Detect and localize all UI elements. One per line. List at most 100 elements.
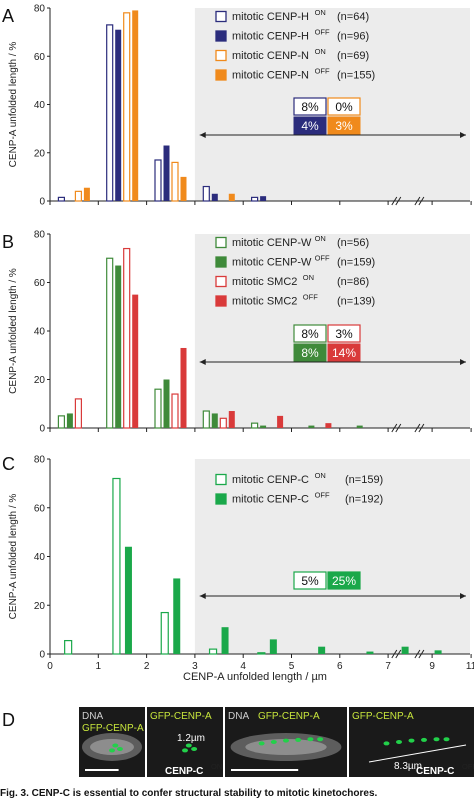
bar: [173, 578, 181, 654]
axis-break: [414, 196, 421, 206]
gfp-spot: [283, 738, 289, 743]
bar: [180, 176, 187, 201]
panel-letter: C: [2, 454, 15, 474]
panel-b: 0 20 40 60 80 CENP-A unfolded length / % B mito…: [2, 230, 472, 435]
x-tick-label: 9: [429, 661, 435, 672]
bar: [257, 652, 266, 655]
legend-count: (n=139): [337, 296, 375, 308]
legend-swatch: [215, 236, 227, 249]
gfp-spot: [109, 748, 115, 753]
bar: [221, 627, 229, 654]
x-axis-label: CENP-A unfolded length / µm: [183, 671, 327, 683]
arrow-head: [199, 132, 206, 138]
axis-break: [418, 649, 425, 659]
x-tick-label: 0: [47, 661, 53, 672]
legend-superscript: ON: [303, 273, 314, 282]
legend-label: mitotic SMC2: [232, 276, 297, 288]
bar: [154, 388, 162, 429]
condition-label: CENP-C: [165, 766, 203, 777]
bar: [115, 265, 122, 428]
legend-label: mitotic CENP-H: [232, 11, 309, 23]
gfp-spot: [307, 737, 314, 742]
legend-swatch: [215, 473, 227, 486]
legend-count: (n=56): [337, 237, 369, 249]
axis-break: [395, 649, 402, 659]
legend-superscript: ON: [315, 471, 326, 480]
bar: [106, 24, 114, 202]
gfp-spot: [182, 748, 188, 753]
panel-letter: D: [2, 710, 15, 730]
dna-signal: [90, 739, 134, 755]
gfp-spot: [443, 737, 450, 742]
image-label: DNA: [228, 711, 249, 722]
y-tick-label: 80: [34, 455, 46, 466]
legend-count: (n=69): [337, 50, 369, 62]
summary-percent: 8%: [301, 346, 319, 360]
gfp-spot: [383, 741, 390, 746]
panel-letter: B: [2, 232, 14, 252]
gfp-spot: [185, 743, 192, 748]
bar: [202, 410, 210, 429]
shaded-region: [194, 459, 470, 654]
bar: [66, 413, 73, 428]
x-tick-label: 5: [289, 661, 295, 672]
axis-break: [418, 423, 425, 433]
axis-break: [418, 196, 425, 206]
legend-swatch: [215, 295, 227, 307]
bar: [208, 648, 218, 655]
axis-break: [391, 423, 398, 433]
legend-superscript: OFF: [315, 67, 330, 76]
bar: [356, 425, 363, 428]
x-tick-label: 4: [240, 661, 246, 672]
summary-percent: 5%: [301, 574, 319, 588]
bar: [163, 145, 170, 201]
gfp-spot: [421, 737, 427, 742]
legend-superscript: OFF: [315, 491, 330, 500]
y-tick-label: 20: [34, 375, 46, 386]
summary-percent: 4%: [301, 119, 319, 133]
bar: [160, 611, 169, 655]
y-tick-label: 80: [34, 230, 46, 241]
axis-break: [395, 423, 402, 433]
bar: [171, 161, 179, 202]
bar: [124, 546, 132, 654]
axis-break: [414, 423, 421, 433]
bar: [57, 415, 66, 429]
legend-label: mitotic SMC2: [232, 296, 297, 308]
measurement-label: 8.3µm: [394, 761, 422, 772]
condition-superscript: ON: [211, 762, 222, 771]
legend-count: (n=192): [345, 494, 383, 506]
figure-caption: Fig. 3. CENP-C is essential to confer st…: [0, 788, 378, 799]
y-tick-label: 40: [34, 100, 46, 111]
y-tick-label: 60: [34, 503, 46, 514]
y-tick-label: 60: [34, 52, 46, 63]
legend-count: (n=155): [337, 70, 375, 82]
legend-superscript: OFF: [315, 28, 330, 37]
condition-superscript: OFF: [462, 762, 474, 771]
bar: [325, 423, 332, 428]
summary-box: [293, 571, 327, 590]
bar: [132, 10, 139, 201]
bar: [74, 398, 83, 429]
summary-box: [293, 116, 327, 135]
panel-letter: A: [2, 6, 14, 26]
summary-box: [327, 324, 361, 343]
summary-box: [327, 343, 361, 362]
gfp-spot: [116, 747, 123, 751]
legend-superscript: ON: [315, 234, 326, 243]
summary-box: [327, 116, 361, 135]
summary-box: [327, 571, 361, 590]
legend-label: mitotic CENP-N: [232, 50, 309, 62]
bar: [308, 425, 315, 428]
bar: [74, 190, 83, 202]
summary-box: [293, 343, 327, 362]
legend-count: (n=86): [337, 276, 369, 288]
x-tick-label: 7: [385, 661, 391, 672]
legend-swatch: [215, 30, 227, 42]
arrow-head: [460, 359, 466, 365]
bar: [83, 187, 90, 201]
y-tick-label: 60: [34, 278, 46, 289]
y-tick-label: 40: [34, 327, 46, 338]
arrow-head: [460, 132, 466, 138]
